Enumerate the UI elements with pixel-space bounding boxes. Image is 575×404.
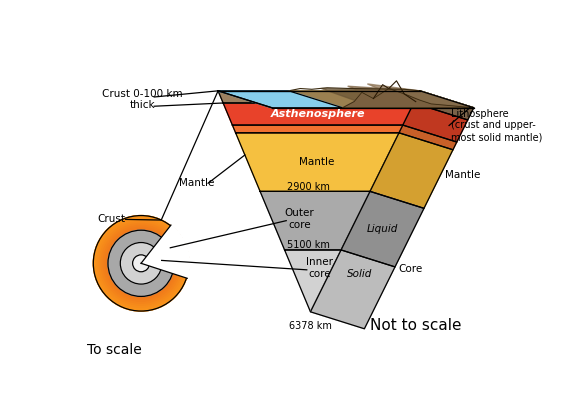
Circle shape: [120, 242, 162, 284]
Polygon shape: [218, 91, 474, 108]
Polygon shape: [236, 133, 399, 191]
Text: To scale: To scale: [87, 343, 142, 357]
Polygon shape: [260, 191, 370, 250]
Text: Core: Core: [399, 263, 423, 274]
Polygon shape: [414, 91, 474, 120]
Circle shape: [93, 216, 189, 311]
Polygon shape: [223, 103, 414, 125]
Polygon shape: [310, 250, 395, 329]
Circle shape: [99, 222, 183, 305]
Polygon shape: [343, 88, 474, 108]
Circle shape: [93, 216, 189, 311]
Polygon shape: [218, 91, 420, 103]
Circle shape: [107, 229, 175, 297]
Circle shape: [105, 227, 177, 299]
Polygon shape: [321, 88, 474, 108]
Text: Crust: Crust: [98, 215, 126, 224]
Polygon shape: [370, 133, 453, 208]
Text: Solid: Solid: [347, 269, 372, 279]
Text: Mantle: Mantle: [298, 157, 334, 167]
Text: Inner
core: Inner core: [306, 257, 334, 279]
Circle shape: [99, 221, 183, 305]
Text: Mantle: Mantle: [445, 170, 480, 180]
Text: 6378 km: 6378 km: [289, 321, 332, 331]
Text: Outer
core: Outer core: [285, 208, 314, 230]
Polygon shape: [403, 103, 467, 142]
Polygon shape: [341, 191, 424, 267]
Circle shape: [108, 230, 174, 297]
Polygon shape: [348, 86, 474, 108]
Polygon shape: [285, 250, 341, 312]
Polygon shape: [367, 84, 474, 108]
Circle shape: [95, 217, 187, 309]
Text: Lithosphere
(crust and upper-
most solid mantle): Lithosphere (crust and upper- most solid…: [451, 109, 542, 142]
Text: Asthenosphere: Asthenosphere: [271, 109, 365, 119]
Polygon shape: [218, 91, 343, 108]
Polygon shape: [232, 125, 403, 133]
Circle shape: [104, 225, 179, 301]
Wedge shape: [141, 225, 190, 278]
Polygon shape: [399, 125, 457, 150]
Text: Mantle: Mantle: [179, 178, 214, 188]
Polygon shape: [289, 91, 474, 108]
Text: Not to scale: Not to scale: [370, 318, 462, 333]
Circle shape: [97, 219, 185, 307]
Circle shape: [106, 228, 177, 299]
Text: 5100 km: 5100 km: [287, 240, 329, 250]
Text: Liquid: Liquid: [367, 224, 398, 234]
Circle shape: [133, 255, 150, 272]
Circle shape: [101, 223, 181, 303]
Text: 2900 km: 2900 km: [288, 182, 331, 192]
Text: Crust 0-100 km
thick: Crust 0-100 km thick: [102, 88, 183, 110]
